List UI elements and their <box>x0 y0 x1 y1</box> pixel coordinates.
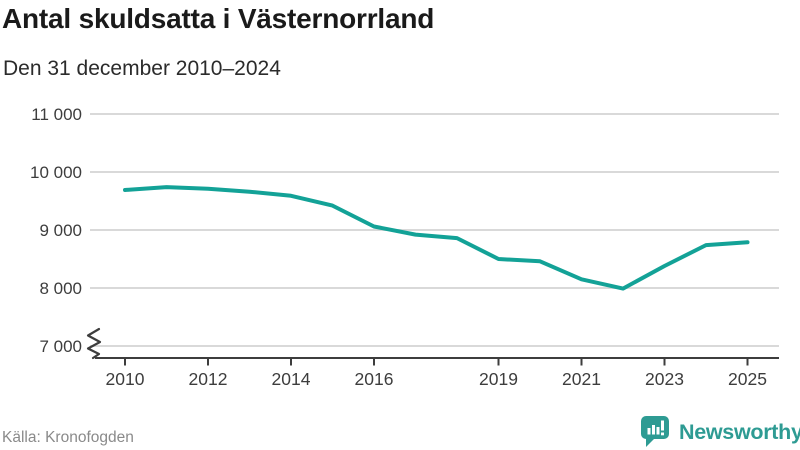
y-tick-label: 7 000 <box>39 337 82 356</box>
chart-subtitle: Den 31 december 2010–2024 <box>3 57 281 80</box>
newsworthy-wordmark: Newsworthy <box>679 419 800 444</box>
x-tick-label: 2010 <box>106 369 145 389</box>
chart-title: Antal skuldsatta i Västernorrland <box>2 3 435 34</box>
y-tick-label: 9 000 <box>39 221 82 240</box>
y-tick-label: 11 000 <box>31 105 82 124</box>
data-line <box>123 185 750 291</box>
newsworthy-logo[interactable]: Newsworthy <box>640 415 800 449</box>
x-tick-label: 2014 <box>272 369 311 389</box>
logo-bars-icon <box>647 420 664 436</box>
x-tick-label: 2016 <box>355 369 394 389</box>
y-tick-label: 8 000 <box>39 279 82 298</box>
x-tick-label: 2019 <box>479 369 518 389</box>
source-label: Källa: Kronofogden <box>2 429 134 446</box>
x-tick-label: 2023 <box>645 369 684 389</box>
axis-ticks-and-labels: 7 000 8 000 9 000 10 000 11 000 2010 2012 2014 2… <box>30 105 767 389</box>
y-tick-label: 10 000 <box>30 163 82 182</box>
x-tick-label: 2021 <box>562 369 601 389</box>
x-tick-label: 2025 <box>728 369 767 389</box>
gridlines <box>90 113 779 347</box>
x-tick-label: 2012 <box>189 369 228 389</box>
newsworthy-icon <box>641 416 669 447</box>
y-axis-break-squiggle <box>86 327 102 360</box>
